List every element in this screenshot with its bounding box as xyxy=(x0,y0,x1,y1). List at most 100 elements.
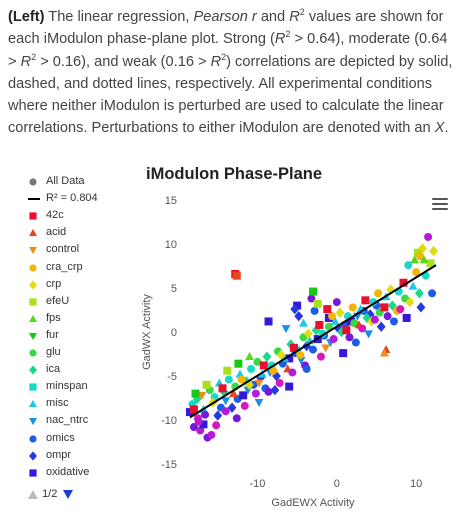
page-down-arrow-icon[interactable] xyxy=(63,489,74,499)
data-point xyxy=(194,417,203,426)
legend-item-label: efeU xyxy=(46,294,70,307)
legend-marker xyxy=(29,365,37,375)
data-point xyxy=(426,259,435,268)
legend-symbol-icon xyxy=(28,396,44,411)
data-point xyxy=(413,248,422,257)
legend-item[interactable]: oxidative xyxy=(28,465,89,480)
legend-item[interactable]: fps xyxy=(28,311,61,326)
data-point xyxy=(227,402,237,413)
data-point xyxy=(296,350,305,359)
legend-item[interactable]: control xyxy=(28,242,79,257)
legend-item[interactable]: misc xyxy=(28,396,69,411)
legend-symbol-icon xyxy=(28,465,44,480)
x-tick-label: -10 xyxy=(249,478,265,490)
data-point xyxy=(196,426,205,435)
data-point xyxy=(189,423,198,432)
caption-superscript: 2 xyxy=(221,51,227,62)
data-point xyxy=(281,325,291,334)
data-point xyxy=(351,338,360,347)
legend-item[interactable]: efeU xyxy=(28,294,69,309)
caption-text: and xyxy=(256,9,290,25)
data-point xyxy=(303,328,313,339)
y-tick-label: -5 xyxy=(167,371,177,383)
caption-italic: R xyxy=(289,9,300,25)
legend-item[interactable]: minspan xyxy=(28,379,88,394)
legend-item[interactable]: All Data xyxy=(28,174,85,189)
data-point xyxy=(310,306,319,315)
y-tick-label: -15 xyxy=(161,459,177,471)
data-point xyxy=(374,289,383,298)
data-point xyxy=(197,391,207,400)
caption-text: . xyxy=(444,120,449,137)
data-point xyxy=(276,349,286,361)
legend-item-label: minspan xyxy=(46,380,88,393)
y-tick-label: 5 xyxy=(171,283,177,295)
legend-item[interactable]: 42c xyxy=(28,208,64,223)
legend-item[interactable]: omics xyxy=(28,431,75,446)
legend-symbol-icon xyxy=(28,174,44,189)
data-point xyxy=(237,375,246,384)
data-point xyxy=(207,430,216,439)
data-point xyxy=(285,354,294,363)
caption-text: > 0.64), moderate (0.64 > xyxy=(8,31,448,70)
caption-text: > 0.16), and weak (0.16 > xyxy=(36,53,211,70)
data-point xyxy=(396,305,405,314)
data-point xyxy=(218,384,227,393)
legend-item[interactable]: ompr xyxy=(28,448,71,463)
legend-item-label: ompr xyxy=(46,448,72,461)
caption-italic: R xyxy=(274,31,286,48)
legend-symbol-icon xyxy=(28,311,44,326)
data-point xyxy=(405,296,415,308)
legend-item[interactable]: glu xyxy=(28,345,61,360)
legend-pagination: 1/2 xyxy=(28,487,74,501)
legend-item[interactable]: fur xyxy=(28,328,59,343)
legend-symbol-icon xyxy=(28,448,44,463)
data-point xyxy=(212,421,221,430)
caption-text: values are shown for each iModulon phase… xyxy=(8,9,444,48)
data-point xyxy=(376,321,386,332)
data-point xyxy=(251,389,260,398)
data-point xyxy=(309,345,317,354)
legend-item[interactable]: R² = 0.804 xyxy=(28,191,98,206)
legend-item[interactable]: cra_crp xyxy=(28,260,83,275)
data-point xyxy=(254,379,264,388)
data-point xyxy=(269,366,278,375)
data-point xyxy=(254,399,264,407)
data-point xyxy=(387,300,397,311)
data-point xyxy=(428,289,437,298)
data-point xyxy=(383,312,392,321)
legend-marker xyxy=(29,229,37,237)
legend-item[interactable]: acid xyxy=(28,225,66,240)
legend-item-label: acid xyxy=(46,226,67,239)
legend-item-label: fps xyxy=(46,311,61,324)
legend-item-label: crp xyxy=(46,277,62,290)
y-tick-label: 15 xyxy=(165,195,177,207)
data-point xyxy=(293,301,302,310)
legend-item[interactable]: nac_ntrc xyxy=(28,413,88,428)
data-point xyxy=(380,348,389,357)
legend-marker xyxy=(29,263,37,272)
legend-item-label: All Data xyxy=(46,175,85,187)
legend-marker xyxy=(29,349,37,357)
data-point xyxy=(289,343,298,352)
data-point xyxy=(412,268,421,277)
data-point xyxy=(414,288,424,299)
y-axis-label: GadWX Activity xyxy=(141,294,153,370)
regression-line xyxy=(189,264,437,419)
data-point xyxy=(389,317,398,326)
page-up-arrow-icon[interactable] xyxy=(28,489,38,499)
legend-item-label: 42c xyxy=(46,209,64,222)
legend-item[interactable]: crp xyxy=(28,277,61,292)
data-point xyxy=(259,361,268,370)
data-point xyxy=(247,364,256,373)
legend-marker xyxy=(29,332,37,341)
hamburger-menu-icon[interactable] xyxy=(432,198,448,211)
data-point xyxy=(288,368,297,377)
data-point xyxy=(262,351,272,362)
data-point xyxy=(299,318,308,327)
legend-item[interactable]: ica xyxy=(28,362,60,377)
caption-italic: Pearson r xyxy=(193,9,257,25)
legend-marker xyxy=(29,383,37,391)
legend-symbol-icon xyxy=(28,260,44,275)
